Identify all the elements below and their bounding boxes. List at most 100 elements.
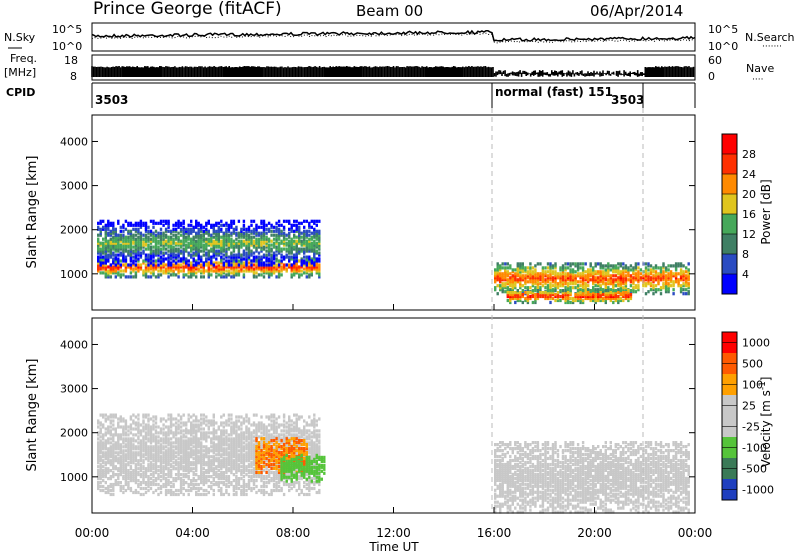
range-cell — [602, 288, 605, 292]
range-cell — [257, 261, 261, 265]
range-cell — [205, 263, 208, 267]
range-cell — [290, 267, 293, 271]
range-cell — [152, 273, 155, 277]
range-cell — [222, 237, 225, 241]
range-cell — [232, 459, 236, 463]
range-cell — [247, 427, 251, 431]
range-cell — [511, 296, 514, 301]
range-cell — [564, 294, 567, 299]
range-cell — [576, 294, 580, 299]
range-cell — [227, 261, 231, 265]
range-cell — [597, 280, 600, 284]
range-cell — [667, 274, 670, 278]
range-cell — [147, 437, 150, 441]
range-cell — [250, 437, 253, 441]
range-cell — [597, 282, 600, 286]
range-cell — [197, 459, 200, 463]
range-cell — [139, 482, 143, 487]
range-cell — [182, 221, 185, 225]
range-cell — [177, 275, 180, 279]
range-cell — [107, 447, 110, 451]
range-cell — [97, 237, 100, 241]
range-cell — [222, 421, 225, 425]
range-cell — [174, 221, 178, 225]
nsearch-dots: ······· — [762, 42, 782, 52]
range-cell — [139, 439, 143, 443]
range-cell — [260, 233, 263, 237]
range-cell — [594, 293, 597, 297]
range-cell — [318, 269, 321, 273]
range-cell — [303, 229, 306, 233]
range-cell — [597, 288, 600, 292]
range-cell — [104, 273, 107, 277]
range-cell — [526, 280, 530, 284]
range-cell — [132, 227, 135, 231]
range-cell — [288, 219, 291, 223]
range-cell — [147, 475, 150, 479]
range-cell — [185, 239, 188, 243]
range-cell — [152, 231, 155, 235]
range-cell — [315, 263, 318, 267]
range-cell — [516, 270, 519, 274]
range-cell — [124, 453, 128, 457]
range-cell — [122, 451, 125, 455]
range-cell — [129, 475, 133, 479]
range-cell — [167, 453, 170, 457]
range-cell — [519, 280, 522, 284]
range-cell — [147, 439, 150, 443]
range-cell — [270, 269, 273, 273]
range-cell — [192, 463, 195, 467]
range-cell — [167, 257, 170, 261]
range-cell — [102, 465, 105, 469]
range-cell — [669, 280, 673, 284]
range-cell — [644, 270, 648, 274]
range-cell — [549, 264, 552, 268]
range-cell — [197, 437, 200, 441]
range-cell — [122, 263, 125, 267]
range-cell — [107, 427, 110, 431]
range-cell — [127, 441, 130, 445]
range-cell — [235, 469, 238, 473]
range-cell — [202, 482, 205, 487]
range-cell — [581, 278, 585, 282]
range-cell — [225, 253, 228, 257]
range-cell — [210, 475, 213, 479]
range-cell — [551, 291, 555, 295]
range-cell — [682, 264, 685, 268]
range-cell — [124, 459, 128, 463]
range-cell — [539, 262, 542, 266]
range-cell — [187, 263, 190, 267]
range-cell — [225, 251, 228, 255]
range-cell — [571, 280, 575, 284]
range-cell — [679, 286, 683, 290]
range-cell — [227, 255, 231, 259]
range-cell — [124, 457, 128, 461]
range-cell — [300, 221, 303, 225]
range-cell — [202, 263, 205, 267]
range-cell — [164, 233, 168, 237]
range-cell — [277, 227, 281, 231]
range-cell — [277, 263, 281, 267]
range-cell — [119, 451, 122, 455]
range-cell — [544, 294, 547, 299]
range-cell — [667, 290, 670, 294]
range-cell — [235, 455, 238, 459]
range-cell — [280, 241, 283, 245]
range-cell — [257, 231, 261, 235]
range-cell — [99, 257, 102, 261]
range-cell — [624, 288, 628, 292]
range-cell — [541, 268, 545, 272]
range-cell — [217, 227, 220, 231]
range-cell — [227, 492, 231, 497]
range-cell — [147, 425, 150, 429]
range-cell — [293, 229, 296, 233]
range-cell — [222, 249, 225, 253]
range-cell — [129, 455, 133, 459]
range-cell — [225, 239, 228, 243]
range-cell — [104, 271, 107, 275]
range-cell — [129, 265, 133, 269]
range-cell — [270, 233, 273, 237]
range-cell — [97, 459, 100, 463]
range-cell — [122, 237, 125, 241]
range-cell — [255, 259, 258, 263]
